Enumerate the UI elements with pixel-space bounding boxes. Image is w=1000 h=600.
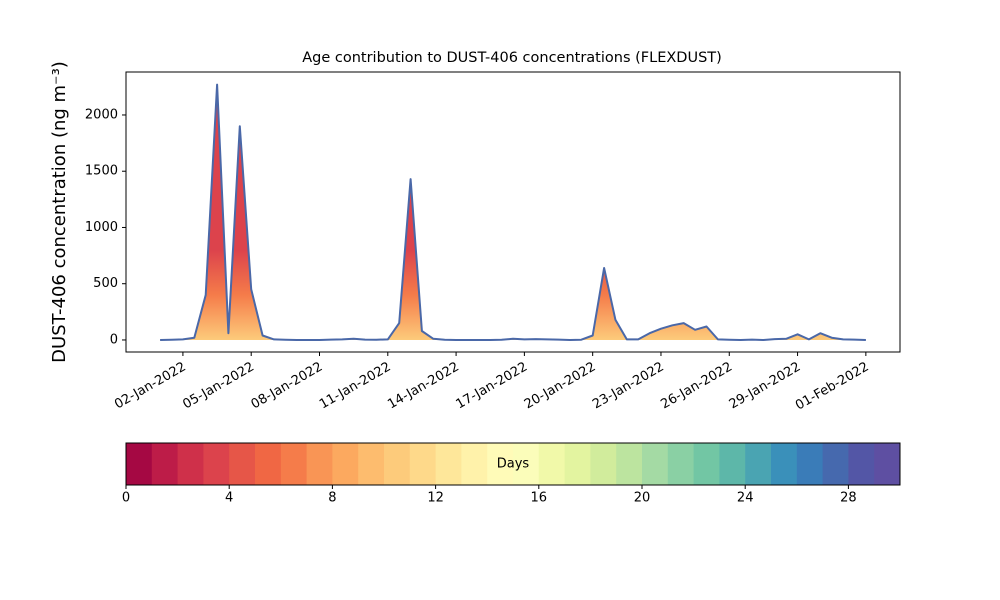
y-tick-label: 1000 <box>85 220 118 235</box>
colorbar-swatch <box>280 443 308 485</box>
y-axis-label: DUST-406 concentration (ng m⁻³) <box>49 61 70 363</box>
colorbar-swatch <box>642 443 669 485</box>
colorbar-swatch <box>771 443 798 485</box>
colorbar-swatch <box>203 443 230 485</box>
x-tick-label: 23-Jan-2022 <box>590 360 667 413</box>
colorbar-swatch <box>177 443 204 485</box>
plot-frame <box>125 71 901 353</box>
colorbar-tick-label: 20 <box>634 491 651 506</box>
colorbar-swatch <box>513 443 540 485</box>
colorbar-swatch <box>255 443 282 485</box>
x-tick-label: 01-Feb-2022 <box>793 360 872 414</box>
colorbar-tick-label: 8 <box>328 491 336 506</box>
colorbar-tick-label: 12 <box>427 491 444 506</box>
colorbar-swatch <box>435 443 462 485</box>
colorbar-tick-label: 16 <box>531 491 548 506</box>
colorbar-swatch <box>384 443 411 485</box>
colorbar-swatch <box>667 443 695 485</box>
colorbar-swatch <box>538 443 566 485</box>
colorbar-swatch <box>616 443 643 485</box>
y-tick-label: 2000 <box>85 107 118 122</box>
colorbar-swatch <box>358 443 385 485</box>
x-tick-label: 05-Jan-2022 <box>180 360 257 413</box>
chart-title: Age contribution to DUST-406 concentrati… <box>302 50 722 66</box>
colorbar-swatch <box>719 443 746 485</box>
colorbar-tick-label: 4 <box>225 491 233 506</box>
colorbar-swatch <box>126 443 153 485</box>
y-tick-label: 1500 <box>85 164 118 179</box>
x-tick-label: 26-Jan-2022 <box>658 360 735 413</box>
x-tick-label: 08-Jan-2022 <box>249 360 326 413</box>
x-tick-label: 20-Jan-2022 <box>522 360 599 413</box>
colorbar-swatch <box>745 443 772 485</box>
colorbar-swatch <box>564 443 591 485</box>
colorbar-swatch <box>848 443 875 485</box>
x-tick-label: 11-Jan-2022 <box>317 360 394 413</box>
y-tick-label: 0 <box>110 332 118 347</box>
colorbar-tick-label: 24 <box>737 491 754 506</box>
colorbar-swatch <box>332 443 359 485</box>
colorbar-tick-label: 0 <box>122 491 130 506</box>
x-tick-label: 17-Jan-2022 <box>454 360 531 413</box>
colorbar-swatch <box>151 443 179 485</box>
x-tick-label: 29-Jan-2022 <box>727 360 804 413</box>
colorbar-swatch <box>229 443 256 485</box>
colorbar-swatch <box>796 443 824 485</box>
colorbar-swatch <box>822 443 849 485</box>
colorbar-tick-label: 28 <box>840 491 857 506</box>
area-fill <box>160 84 866 340</box>
y-tick-label: 500 <box>93 276 118 291</box>
x-tick-label: 02-Jan-2022 <box>112 360 189 413</box>
colorbar-swatch <box>461 443 488 485</box>
colorbar-swatch <box>693 443 720 485</box>
colorbar-swatch <box>874 443 901 485</box>
colorbar-frame <box>125 442 901 486</box>
colorbar-swatch <box>306 443 333 485</box>
total-line <box>160 83 866 341</box>
colorbar-swatch <box>409 443 437 485</box>
x-tick-label: 14-Jan-2022 <box>385 360 462 413</box>
colorbar-swatch <box>590 443 617 485</box>
colorbar-label: Days <box>497 457 530 472</box>
colorbar-swatch <box>487 443 514 485</box>
